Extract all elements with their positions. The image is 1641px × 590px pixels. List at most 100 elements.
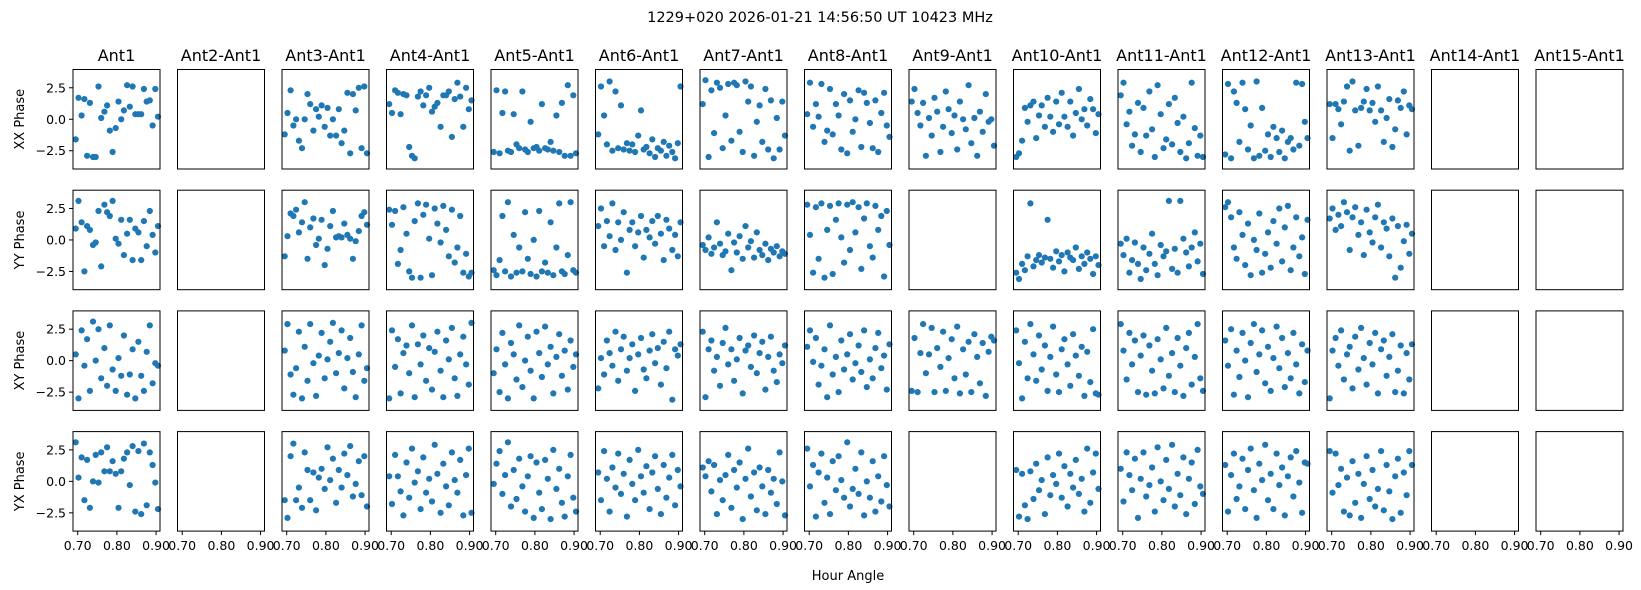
data-point: [1163, 324, 1170, 331]
x-tick-label: 0.80: [730, 538, 758, 553]
data-point: [298, 504, 306, 511]
data-point: [152, 479, 159, 486]
data-point: [878, 109, 885, 117]
data-point: [109, 458, 116, 465]
data-point: [1151, 390, 1158, 397]
data-point: [1055, 121, 1063, 128]
data-point: [663, 152, 670, 159]
data-point: [1015, 360, 1023, 367]
data-point: [307, 497, 314, 504]
data-point: [1024, 375, 1031, 382]
data-point: [352, 107, 359, 114]
x-tick-label: 0.80: [834, 538, 862, 553]
data-point: [1230, 88, 1237, 95]
data-point: [1360, 480, 1367, 487]
data-point: [1126, 329, 1133, 336]
data-point: [979, 339, 986, 347]
data-point: [1081, 260, 1088, 267]
data-point: [623, 140, 631, 147]
data-point: [722, 248, 729, 255]
data-point: [460, 512, 467, 519]
data-point: [1338, 121, 1345, 128]
data-point: [1230, 244, 1237, 251]
data-point: [140, 387, 147, 394]
data-point: [75, 197, 82, 204]
data-point: [1284, 202, 1291, 209]
data-point: [315, 352, 322, 359]
data-point: [1129, 142, 1136, 149]
data-point: [669, 396, 676, 403]
data-point: [1197, 132, 1204, 139]
data-point: [463, 472, 470, 479]
data-point: [1276, 482, 1283, 489]
data-point: [423, 489, 430, 496]
axes-frame: [177, 310, 265, 411]
data-point: [547, 138, 554, 145]
data-point: [1191, 353, 1198, 360]
data-point: [542, 456, 549, 463]
data-point: [1047, 492, 1054, 499]
data-point: [838, 146, 845, 153]
data-point: [293, 116, 300, 123]
data-point: [716, 477, 724, 484]
data-point: [1329, 135, 1336, 142]
data-point: [293, 497, 300, 504]
subplot-panel: [281, 189, 371, 291]
data-point: [426, 235, 433, 242]
data-point: [1131, 131, 1138, 138]
data-point: [829, 270, 836, 278]
data-point: [1262, 441, 1269, 448]
data-point: [1403, 350, 1410, 357]
data-point: [493, 272, 500, 279]
data-point: [146, 449, 153, 456]
data-point: [742, 347, 749, 354]
data-point: [1273, 240, 1280, 247]
data-point: [674, 466, 681, 474]
data-point: [460, 333, 467, 340]
data-point: [1033, 135, 1040, 142]
data-point: [931, 389, 938, 396]
data-point: [301, 449, 308, 456]
x-tick-label: 0.70: [1318, 538, 1346, 553]
data-point: [872, 97, 879, 104]
data-point: [1264, 497, 1272, 504]
data-point: [307, 224, 314, 231]
data-point: [1117, 321, 1124, 328]
data-point: [84, 456, 91, 463]
data-point: [855, 87, 862, 94]
data-point: [149, 380, 156, 387]
y-tick-label: 0.0: [46, 353, 66, 368]
data-point: [620, 209, 627, 216]
data-point: [1137, 475, 1144, 482]
data-point: [132, 395, 139, 402]
y-tick-label: 2.5: [46, 322, 66, 337]
data-point: [968, 389, 975, 396]
data-point: [702, 77, 709, 84]
x-tick-label: 0.70: [1109, 538, 1137, 553]
data-point: [420, 211, 427, 218]
data-point: [126, 216, 133, 223]
subplot-panel: [1431, 310, 1519, 411]
data-point: [1290, 146, 1297, 153]
data-point: [519, 483, 526, 490]
data-point: [1236, 138, 1243, 145]
data-point: [1338, 327, 1345, 334]
data-point: [954, 146, 961, 153]
axes-frame: [595, 189, 683, 291]
data-point: [95, 326, 102, 333]
data-point: [1035, 112, 1043, 119]
x-tick-label: 0.90: [1083, 538, 1111, 553]
axes-frame: [1222, 189, 1310, 291]
data-point: [1174, 269, 1181, 276]
data-point: [321, 262, 328, 269]
data-point: [538, 101, 546, 108]
data-point: [858, 265, 865, 272]
data-point: [643, 143, 650, 151]
data-point: [129, 443, 136, 450]
data-point: [1259, 327, 1266, 334]
data-point: [72, 351, 79, 358]
data-point: [329, 455, 336, 462]
data-point: [725, 80, 732, 88]
data-point: [1163, 248, 1170, 255]
data-point: [672, 346, 679, 353]
